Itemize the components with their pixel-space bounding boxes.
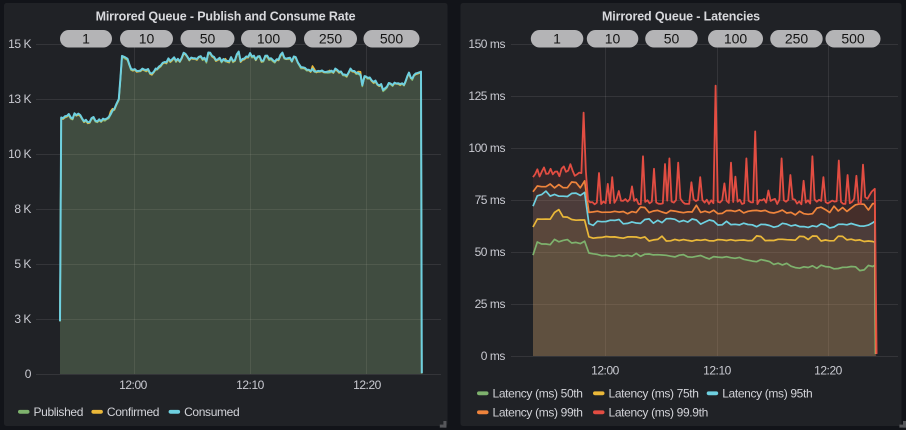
svg-text:250: 250	[319, 31, 343, 47]
svg-text:12:00: 12:00	[591, 364, 620, 378]
svg-text:5 K: 5 K	[14, 257, 31, 271]
svg-text:500: 500	[380, 31, 404, 47]
svg-text:Mirrored Queue - Publish and C: Mirrored Queue - Publish and Consume Rat…	[96, 10, 356, 24]
svg-text:100 ms: 100 ms	[468, 141, 505, 155]
svg-text:250: 250	[785, 31, 809, 47]
svg-text:10: 10	[139, 31, 155, 47]
svg-text:13 K: 13 K	[8, 92, 31, 106]
svg-text:50 ms: 50 ms	[475, 245, 506, 259]
svg-text:Latency (ms) 50th: Latency (ms) 50th	[493, 387, 583, 401]
svg-text:Consumed: Consumed	[184, 405, 239, 419]
svg-text:15 K: 15 K	[8, 37, 31, 51]
svg-text:Latency (ms) 95th: Latency (ms) 95th	[722, 387, 812, 401]
svg-text:12:10: 12:10	[703, 364, 732, 378]
svg-text:10 K: 10 K	[8, 147, 31, 161]
svg-text:50: 50	[200, 31, 216, 47]
svg-text:0: 0	[25, 367, 32, 381]
svg-text:Mirrored Queue - Latencies: Mirrored Queue - Latencies	[602, 10, 760, 24]
svg-text:12:20: 12:20	[814, 364, 843, 378]
svg-text:Confirmed: Confirmed	[107, 405, 159, 419]
svg-text:100: 100	[724, 31, 748, 47]
svg-text:125 ms: 125 ms	[468, 89, 505, 103]
svg-text:1: 1	[82, 31, 90, 47]
svg-text:1: 1	[553, 31, 561, 47]
svg-text:Latency (ms) 99.9th: Latency (ms) 99.9th	[609, 406, 708, 420]
svg-text:12:10: 12:10	[236, 378, 265, 392]
svg-text:8 K: 8 K	[14, 202, 31, 216]
svg-text:Published: Published	[34, 405, 84, 419]
svg-text:150 ms: 150 ms	[468, 37, 505, 51]
svg-text:Latency (ms) 75th: Latency (ms) 75th	[609, 387, 699, 401]
svg-text:25 ms: 25 ms	[475, 297, 506, 311]
svg-text:12:00: 12:00	[119, 378, 148, 392]
svg-text:12:20: 12:20	[353, 378, 382, 392]
svg-text:10: 10	[605, 31, 621, 47]
svg-text:75 ms: 75 ms	[475, 193, 506, 207]
svg-text:0 ms: 0 ms	[481, 349, 506, 363]
svg-text:Latency (ms) 99th: Latency (ms) 99th	[493, 406, 583, 420]
svg-text:100: 100	[257, 31, 281, 47]
svg-text:50: 50	[664, 31, 680, 47]
svg-text:3 K: 3 K	[14, 312, 31, 326]
svg-text:500: 500	[841, 31, 865, 47]
